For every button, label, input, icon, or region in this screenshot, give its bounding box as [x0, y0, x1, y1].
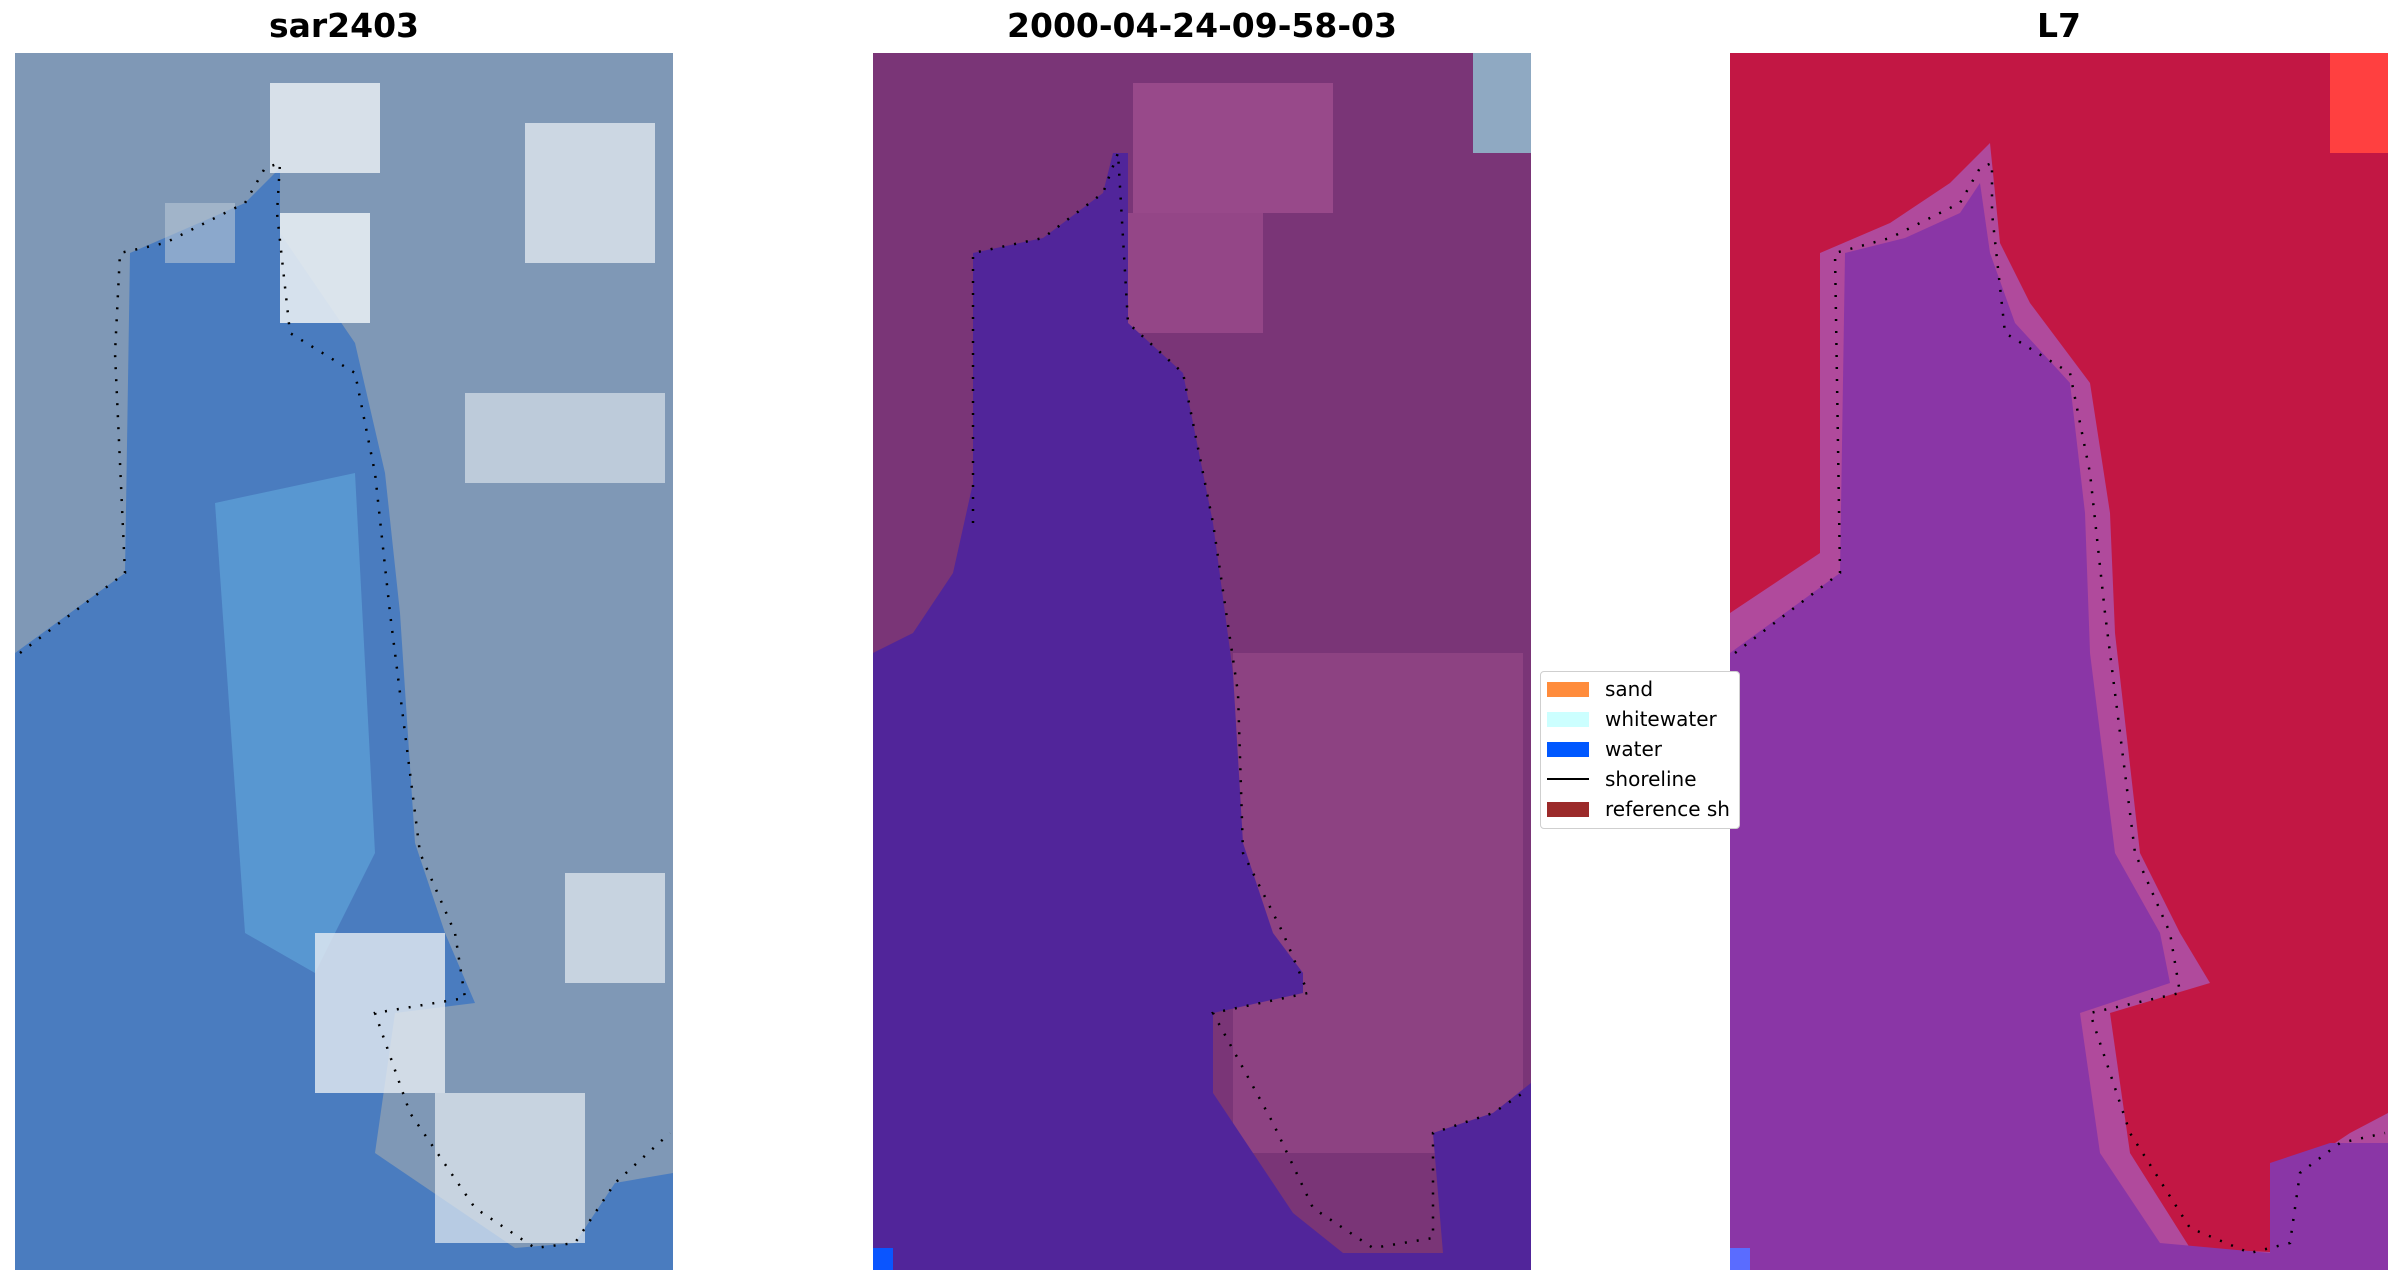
- class-corner-patch: [1473, 53, 1531, 153]
- legend-label-reference-shoreline: reference sh: [1605, 797, 1730, 821]
- legend: sand whitewater water shoreline referenc…: [1540, 671, 1740, 829]
- panel-title-mndwi: L7: [2037, 6, 2081, 45]
- class-land-light-3: [1233, 653, 1523, 1153]
- shoreline-line: [1547, 778, 1589, 780]
- rgb-cloud-4: [465, 393, 665, 483]
- class-water-region: [873, 153, 1531, 1270]
- class-land-light-1: [1133, 83, 1333, 213]
- whitewater-swatch: [1547, 711, 1589, 727]
- legend-item-reference-shoreline: reference sh: [1547, 795, 1730, 823]
- rgb-cloud-1: [270, 83, 380, 173]
- reference-shoreline-swatch: [1547, 801, 1589, 817]
- mndwi-water-region: [1730, 183, 2388, 1270]
- legend-label-water: water: [1605, 737, 1662, 761]
- rgb-cloud-3: [525, 123, 655, 263]
- mndwi-corner-patch: [2330, 53, 2388, 153]
- legend-item-water: water: [1547, 735, 1662, 763]
- water-pixel-mndwi: [1730, 1248, 1750, 1270]
- rgb-cloud-6: [435, 1093, 585, 1243]
- legend-item-whitewater: whitewater: [1547, 705, 1717, 733]
- legend-label-whitewater: whitewater: [1605, 707, 1717, 731]
- rgb-cloud-2: [280, 213, 370, 323]
- legend-item-sand: sand: [1547, 675, 1653, 703]
- water-pixel-class: [873, 1248, 893, 1270]
- panel-title-classified: 2000-04-24-09-58-03: [1007, 6, 1397, 45]
- water-swatch: [1547, 741, 1589, 757]
- classified-image: [873, 53, 1531, 1270]
- legend-label-sand: sand: [1605, 677, 1654, 701]
- rgb-cloud-5: [315, 933, 445, 1093]
- rgb-cloud-7: [565, 873, 665, 983]
- class-land-light-2: [1123, 213, 1263, 333]
- legend-label-shoreline: shoreline: [1605, 767, 1697, 791]
- legend-item-shoreline: shoreline: [1547, 765, 1697, 793]
- mndwi-image: [1730, 53, 2388, 1270]
- rgb-satellite-image: [15, 53, 673, 1270]
- rgb-shallow-water: [215, 473, 375, 973]
- panel-title-rgb: sar2403: [268, 6, 420, 45]
- sand-swatch: [1547, 681, 1589, 697]
